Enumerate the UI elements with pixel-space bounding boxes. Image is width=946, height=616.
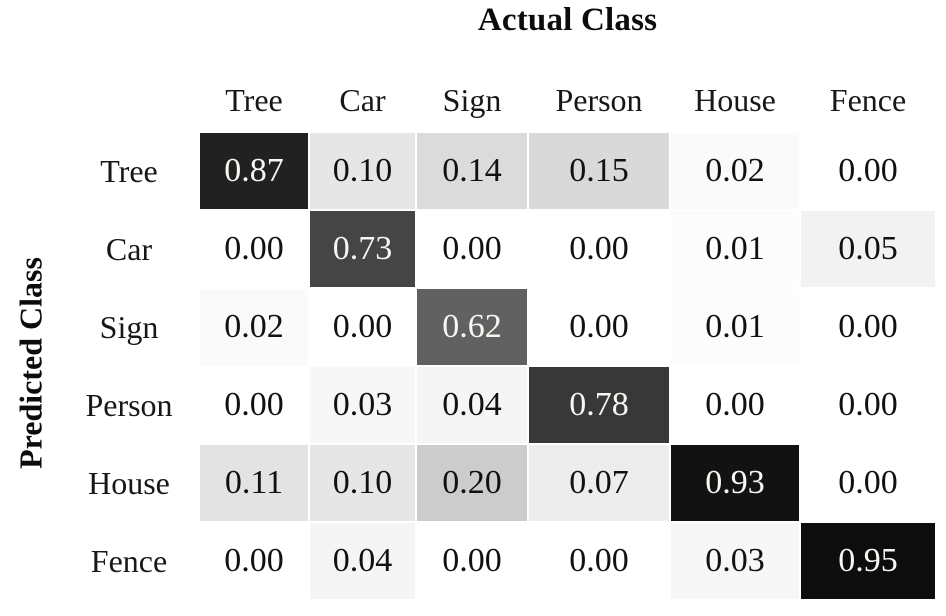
matrix-cell-person-fence: 0.00 — [799, 365, 937, 445]
matrix-cell-tree-tree: 0.87 — [198, 131, 310, 211]
matrix-row-house: House 0.11 0.10 0.20 0.07 0.93 0.00 — [60, 443, 937, 523]
matrix-cell-house-tree: 0.11 — [198, 443, 310, 523]
matrix-row-person: Person 0.00 0.03 0.04 0.78 0.00 0.00 — [60, 365, 937, 445]
matrix-cell-tree-fence: 0.00 — [799, 131, 937, 211]
matrix-cell-house-car: 0.10 — [308, 443, 417, 523]
matrix-row-fence: Fence 0.00 0.04 0.00 0.00 0.03 0.95 — [60, 521, 937, 601]
y-axis-title: Predicted Class — [12, 257, 49, 469]
x-axis-title: Actual Class — [477, 2, 658, 38]
matrix-cell-sign-tree: 0.02 — [198, 287, 310, 367]
matrix-cell-fence-sign: 0.00 — [415, 521, 529, 601]
matrix-cell-fence-house: 0.03 — [669, 521, 801, 601]
matrix-cell-person-tree: 0.00 — [198, 365, 310, 445]
matrix-cell-tree-sign: 0.14 — [415, 131, 529, 211]
matrix-row-car: Car 0.00 0.73 0.00 0.00 0.01 0.05 — [60, 209, 937, 289]
matrix-cell-sign-person: 0.00 — [527, 287, 671, 367]
matrix-cell-sign-house: 0.01 — [669, 287, 801, 367]
matrix-cell-person-sign: 0.04 — [415, 365, 529, 445]
matrix-cell-tree-car: 0.10 — [308, 131, 417, 211]
matrix-cell-car-person: 0.00 — [527, 209, 671, 289]
matrix-cell-house-house: 0.93 — [669, 443, 801, 523]
matrix-cell-car-car: 0.73 — [308, 209, 417, 289]
matrix-cell-car-sign: 0.00 — [415, 209, 529, 289]
matrix-cell-car-house: 0.01 — [669, 209, 801, 289]
matrix-cell-fence-fence: 0.95 — [799, 521, 937, 601]
row-header-car: Car — [60, 210, 199, 288]
matrix-cell-sign-fence: 0.00 — [799, 287, 937, 367]
row-header-tree: Tree — [60, 132, 199, 210]
matrix-cell-fence-car: 0.04 — [308, 521, 417, 601]
column-header-house: House — [670, 70, 800, 132]
matrix-row-tree: Tree 0.87 0.10 0.14 0.15 0.02 0.00 — [60, 131, 937, 211]
row-header-fence: Fence — [60, 522, 199, 600]
matrix-cell-car-fence: 0.05 — [799, 209, 937, 289]
matrix-cell-tree-person: 0.15 — [527, 131, 671, 211]
confusion-matrix-table: Tree Car Sign Person House Fence Tree 0.87 0.10… — [60, 70, 937, 601]
row-header-person: Person — [60, 366, 199, 444]
matrix-cell-house-sign: 0.20 — [415, 443, 529, 523]
matrix-cell-car-tree: 0.00 — [198, 209, 310, 289]
column-header-sign: Sign — [416, 70, 528, 132]
matrix-cell-house-fence: 0.00 — [799, 443, 937, 523]
matrix-cell-person-house: 0.00 — [669, 365, 801, 445]
matrix-cell-tree-house: 0.02 — [669, 131, 801, 211]
matrix-row-sign: Sign 0.02 0.00 0.62 0.00 0.01 0.00 — [60, 287, 937, 367]
column-header-tree: Tree — [199, 70, 309, 132]
matrix-cell-person-person: 0.78 — [527, 365, 671, 445]
column-header-fence: Fence — [800, 70, 936, 132]
matrix-cell-house-person: 0.07 — [527, 443, 671, 523]
corner-spacer — [60, 70, 199, 132]
matrix-cell-sign-car: 0.00 — [308, 287, 417, 367]
row-header-house: House — [60, 444, 199, 522]
matrix-cell-person-car: 0.03 — [308, 365, 417, 445]
column-header-person: Person — [528, 70, 670, 132]
matrix-cell-fence-person: 0.00 — [527, 521, 671, 601]
column-header-car: Car — [309, 70, 416, 132]
matrix-cell-sign-sign: 0.62 — [415, 287, 529, 367]
matrix-cell-fence-tree: 0.00 — [198, 521, 310, 601]
row-header-sign: Sign — [60, 288, 199, 366]
column-header-row: Tree Car Sign Person House Fence — [60, 70, 936, 132]
